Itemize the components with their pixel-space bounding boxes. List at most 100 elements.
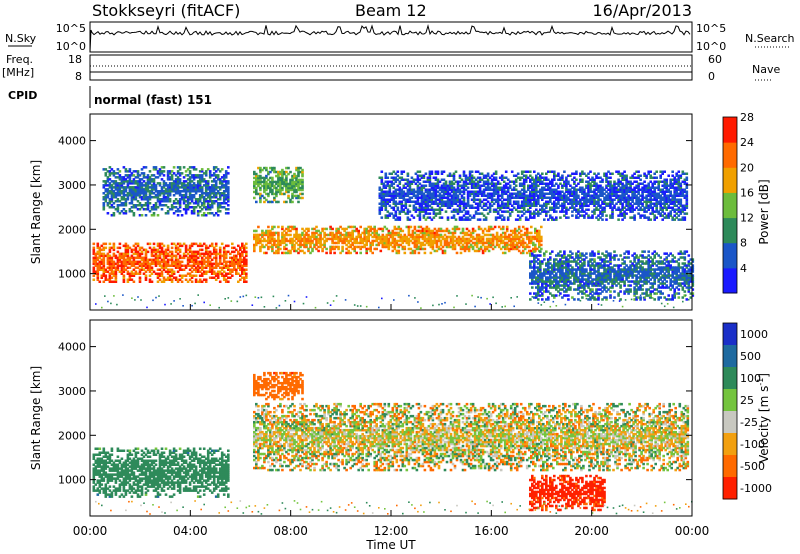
power-cell bbox=[476, 176, 480, 179]
power-cell bbox=[420, 200, 424, 203]
power-cell bbox=[122, 176, 126, 179]
power-cell bbox=[132, 194, 136, 197]
power-cell bbox=[421, 237, 425, 241]
power-cell bbox=[397, 233, 401, 237]
power-cell bbox=[198, 180, 202, 183]
power-cell bbox=[603, 172, 606, 175]
power-cell bbox=[196, 252, 200, 256]
power-cell bbox=[297, 180, 300, 184]
power-cell bbox=[218, 182, 222, 185]
power-cell bbox=[534, 227, 537, 231]
power-cell bbox=[464, 218, 468, 221]
power-cell bbox=[196, 262, 200, 266]
power-cell bbox=[156, 176, 160, 179]
power-cell bbox=[533, 192, 536, 195]
power-cell bbox=[418, 204, 422, 207]
power-cell bbox=[206, 202, 210, 205]
power-cell bbox=[583, 204, 586, 207]
power-cell bbox=[513, 243, 517, 247]
power-cell bbox=[104, 268, 108, 271]
power-cell bbox=[387, 237, 391, 241]
power-cell bbox=[188, 178, 192, 181]
power-cell bbox=[395, 239, 399, 243]
power-cell bbox=[621, 188, 624, 191]
power-cell bbox=[409, 225, 413, 229]
power-cell bbox=[239, 274, 242, 277]
power-cell bbox=[518, 178, 522, 181]
power-cell bbox=[557, 178, 560, 181]
power-cell bbox=[150, 190, 154, 193]
power-cell bbox=[243, 250, 246, 254]
power-cell bbox=[100, 276, 104, 279]
power-cell bbox=[295, 188, 298, 192]
power-cell bbox=[390, 206, 394, 209]
power-cell bbox=[96, 246, 100, 250]
power-cell bbox=[176, 266, 180, 269]
power-cell bbox=[126, 186, 130, 189]
power-cell bbox=[267, 231, 270, 235]
power-cell bbox=[408, 184, 412, 187]
power-cell bbox=[182, 202, 186, 205]
power-cell bbox=[520, 170, 524, 173]
power-cell bbox=[168, 274, 172, 277]
power-cell bbox=[541, 196, 544, 199]
power-cell bbox=[484, 216, 488, 219]
power-cell bbox=[148, 262, 152, 266]
power-cell bbox=[204, 252, 208, 256]
power-cell bbox=[501, 239, 505, 243]
power-cell bbox=[415, 239, 419, 243]
power-cell bbox=[303, 245, 306, 249]
power-cell bbox=[509, 241, 513, 245]
power-cell bbox=[255, 233, 258, 237]
power-cell bbox=[595, 184, 598, 187]
power-cell bbox=[601, 214, 604, 217]
power-cell bbox=[190, 174, 194, 177]
power-cell bbox=[184, 278, 188, 281]
power-cell bbox=[367, 231, 370, 235]
power-cell bbox=[285, 178, 288, 182]
power-cell bbox=[450, 174, 454, 177]
power-cell bbox=[521, 225, 525, 229]
power-cell bbox=[601, 188, 604, 191]
power-cell bbox=[281, 237, 284, 241]
power-cell bbox=[202, 272, 206, 275]
power-cell bbox=[615, 194, 618, 197]
power-cell bbox=[299, 239, 302, 243]
power-cell bbox=[92, 270, 96, 273]
power-cell bbox=[150, 184, 154, 187]
power-cell bbox=[397, 245, 401, 249]
power-cell bbox=[287, 251, 290, 255]
power-cell bbox=[514, 180, 518, 183]
power-cell bbox=[263, 200, 266, 204]
power-cell bbox=[571, 190, 574, 193]
power-cell bbox=[186, 256, 190, 260]
power-cell bbox=[436, 186, 440, 189]
power-cell bbox=[178, 194, 182, 197]
power-cell bbox=[142, 208, 146, 211]
power-cell bbox=[603, 206, 606, 209]
power-cell bbox=[451, 247, 455, 251]
power-cell bbox=[530, 225, 533, 229]
freq-unit: [MHz] bbox=[2, 66, 34, 79]
power-cell bbox=[273, 251, 276, 255]
power-cell bbox=[184, 190, 188, 193]
power-cell bbox=[378, 212, 382, 215]
power-cell bbox=[168, 250, 172, 254]
power-cell bbox=[261, 245, 264, 249]
power-cell bbox=[449, 237, 453, 241]
power-cell bbox=[410, 214, 414, 217]
power-cell bbox=[555, 206, 558, 209]
power-cell bbox=[126, 244, 130, 248]
power-cell bbox=[134, 256, 138, 260]
power-cell bbox=[138, 208, 142, 211]
power-cell bbox=[609, 204, 612, 207]
power-cell bbox=[462, 218, 466, 221]
power-cell bbox=[142, 204, 146, 207]
power-cell bbox=[192, 194, 196, 197]
power-cell bbox=[523, 231, 527, 235]
power-cell bbox=[122, 202, 126, 205]
power-cell bbox=[535, 180, 538, 183]
power-cell bbox=[152, 254, 156, 258]
power-cell bbox=[168, 200, 172, 203]
power-cell bbox=[625, 192, 628, 195]
